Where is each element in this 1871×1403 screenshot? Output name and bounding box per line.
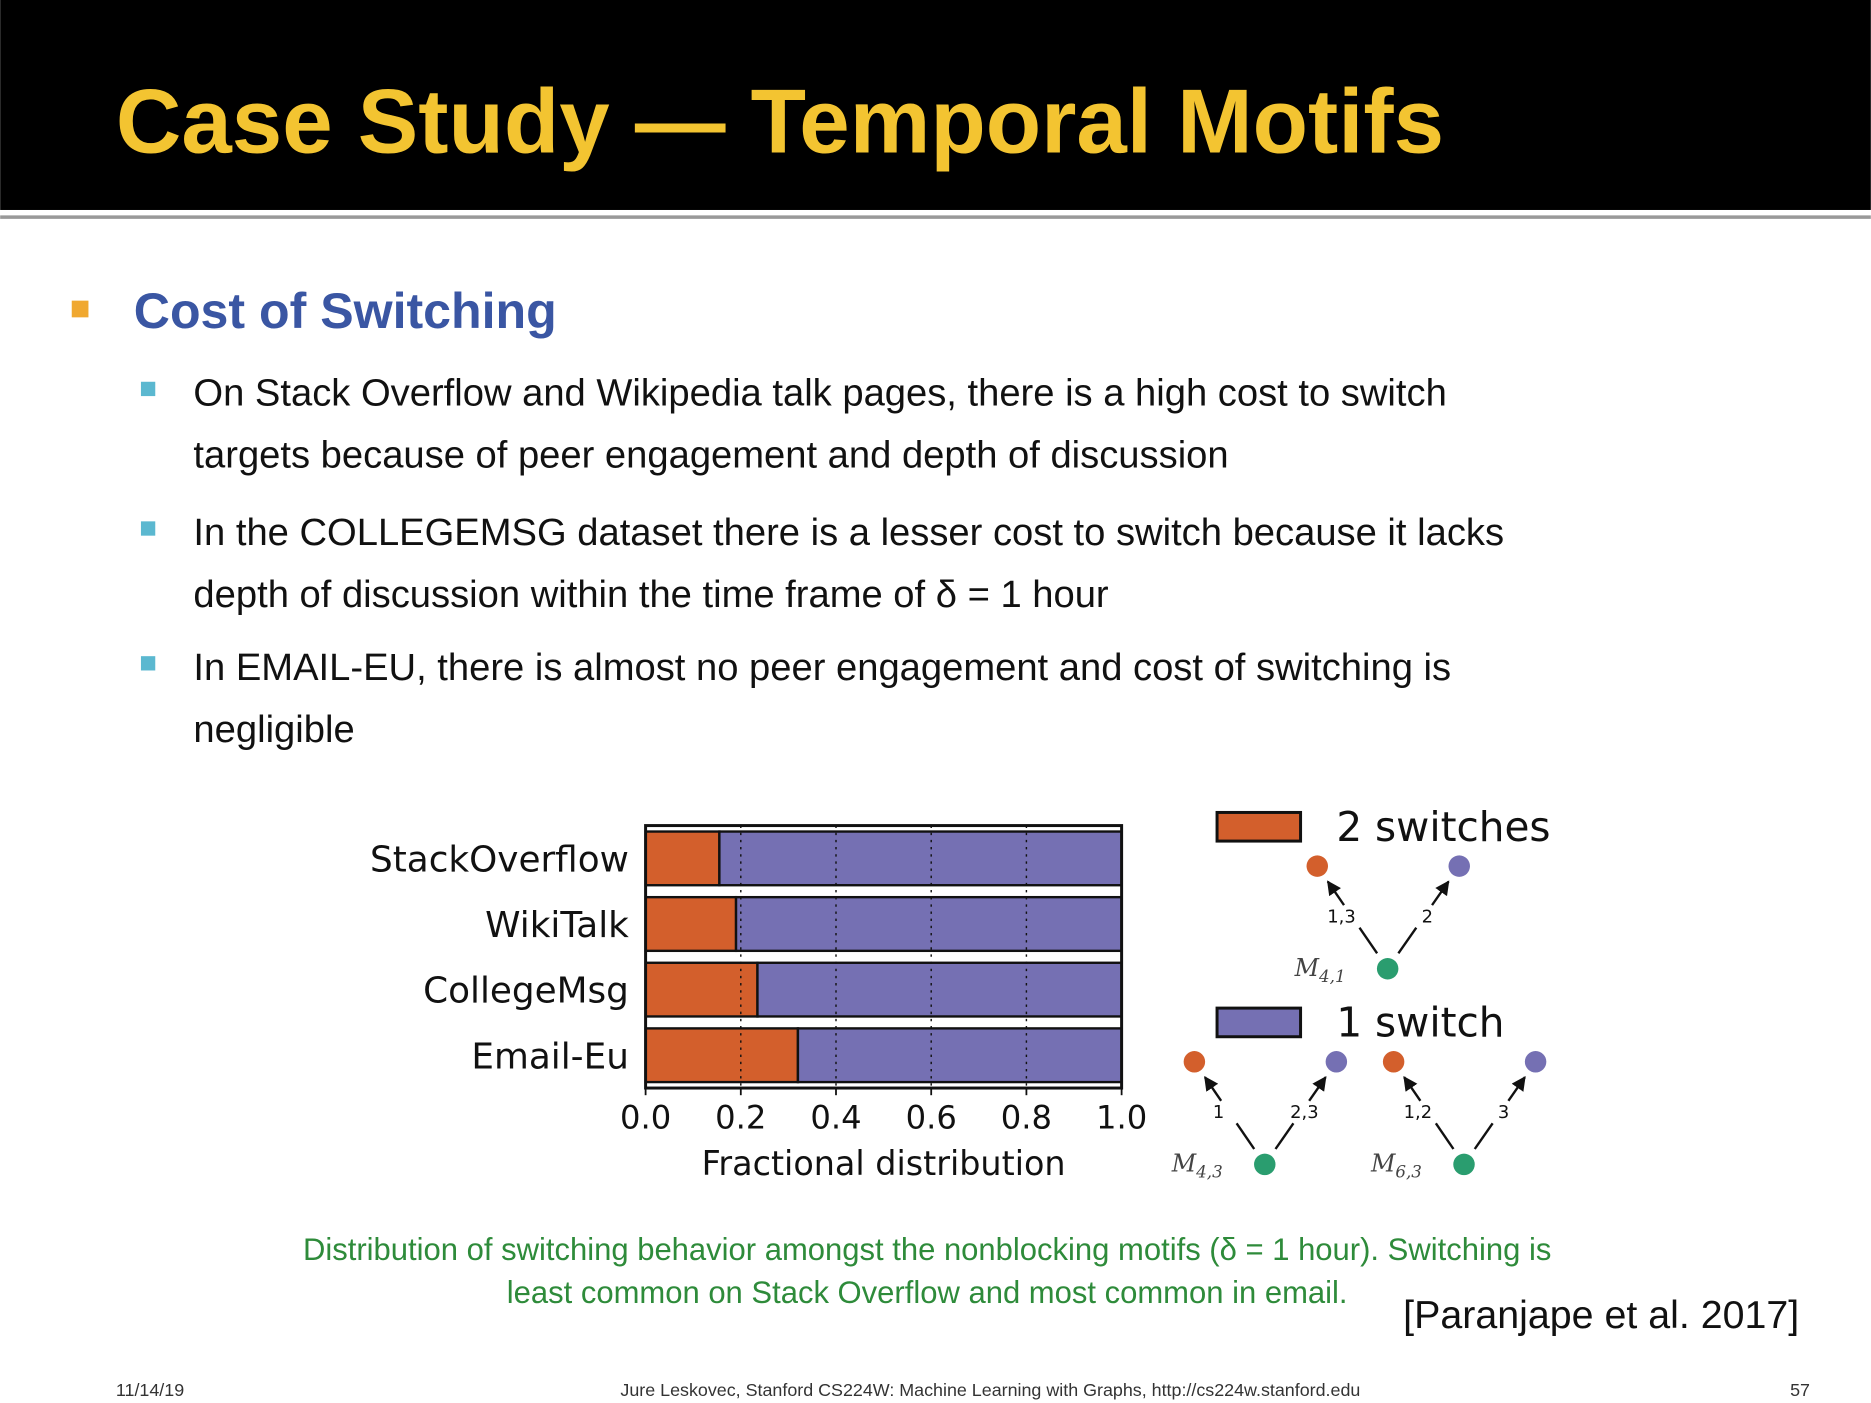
motif-edge [1203, 1076, 1223, 1102]
x-tick-label: 1.0 [1096, 1099, 1147, 1137]
edge-label: 1 [1213, 1102, 1224, 1123]
x-axis-title: Fractional distribution [702, 1144, 1066, 1183]
bullet-marker [71, 300, 89, 318]
category-label: StackOverflow [370, 840, 629, 881]
motif-node [1376, 958, 1399, 980]
legend-swatch [1215, 1006, 1303, 1039]
bullet-marker [140, 656, 156, 671]
bullet-text: targets because of peer engagement and d… [193, 434, 1228, 477]
edge-label: 2,3 [1290, 1102, 1318, 1123]
bar-segment [734, 895, 1123, 953]
caption: least common on Stack Overflow and most … [507, 1275, 1348, 1310]
motif-edge [1431, 880, 1450, 906]
motif-edge [1473, 1122, 1494, 1150]
plot-frame [644, 824, 1124, 1090]
bar-segment [644, 830, 721, 887]
edge-label: 1,3 [1327, 907, 1355, 928]
legend-label: 2 switches [1336, 803, 1550, 851]
bullet-text: In EMAIL-EU, there is almost no peer eng… [193, 646, 1451, 689]
motif-node [1448, 855, 1470, 877]
footer-date: 11/14/19 [116, 1380, 184, 1400]
motif-subscript: 4,3 [1195, 1162, 1223, 1182]
bar-segment [718, 830, 1123, 887]
category-label: WikiTalk [485, 905, 629, 946]
edge-label: 2 [1422, 907, 1433, 928]
motif-name: M [1171, 1150, 1197, 1178]
bullet-text: In the COLLEGEMSG dataset there is a les… [193, 511, 1504, 554]
motif-node [1183, 1051, 1206, 1073]
legend-label: 1 switch [1336, 999, 1504, 1047]
motif-edge [1326, 880, 1346, 906]
motif-node [1306, 855, 1329, 877]
bar-segment [644, 1027, 800, 1084]
citation: [Paranjape et al. 2017] [1403, 1293, 1799, 1337]
motif-edge [1507, 1076, 1526, 1102]
motif-node [1325, 1051, 1348, 1073]
x-tick-label: 0.4 [810, 1099, 861, 1137]
caption: Distribution of switching behavior among… [303, 1232, 1551, 1267]
bar-segment [644, 895, 738, 953]
bullet-marker [140, 381, 156, 397]
footer-credit: Jure Leskovec, Stanford CS224W: Machine … [620, 1380, 1360, 1400]
heading: Cost of Switching [134, 283, 557, 339]
motif-edge [1397, 927, 1418, 955]
category-label: Email-Eu [471, 1036, 628, 1077]
legend-swatch [1215, 810, 1303, 843]
header-bar [0, 0, 1871, 210]
motif-subscript: 4,1 [1318, 966, 1346, 986]
motif-label: M6,3 [1370, 1150, 1422, 1182]
motif-name: M [1370, 1150, 1396, 1178]
motif-node [1254, 1153, 1276, 1176]
bullet-text: depth of discussion within the time fram… [193, 573, 1109, 616]
edge-label: 3 [1498, 1102, 1509, 1123]
motif-edge [1434, 1122, 1455, 1150]
x-tick-label: 0.0 [620, 1099, 671, 1137]
motif-edge [1274, 1122, 1295, 1150]
x-tick-label: 0.2 [715, 1099, 766, 1137]
bar-segment [756, 961, 1123, 1018]
bullet-text: negligible [193, 708, 354, 751]
x-tick-label: 0.8 [1001, 1099, 1052, 1137]
edge-label: 1,2 [1404, 1102, 1432, 1123]
motif-edge [1358, 927, 1379, 955]
title: Case Study — Temporal Motifs [116, 72, 1444, 173]
motif-label: M4,3 [1171, 1150, 1223, 1182]
motif-name: M [1294, 954, 1320, 982]
bar-segment [644, 961, 759, 1018]
bullet-marker [140, 521, 156, 536]
x-tick-label: 0.6 [906, 1099, 957, 1137]
motif-label: M4,1 [1294, 954, 1346, 986]
motif-edge [1235, 1122, 1256, 1150]
bullet-text: On Stack Overflow and Wikipedia talk pag… [193, 372, 1446, 415]
bar-segment [796, 1027, 1123, 1084]
motif-node [1453, 1153, 1475, 1176]
motif-edge [1308, 1076, 1327, 1102]
motif-node [1382, 1051, 1405, 1073]
page-number: 57 [1790, 1380, 1810, 1400]
motif-node [1524, 1051, 1547, 1073]
category-label: CollegeMsg [423, 971, 629, 1012]
motif-edge [1403, 1076, 1422, 1102]
motif-subscript: 6,3 [1395, 1162, 1422, 1182]
